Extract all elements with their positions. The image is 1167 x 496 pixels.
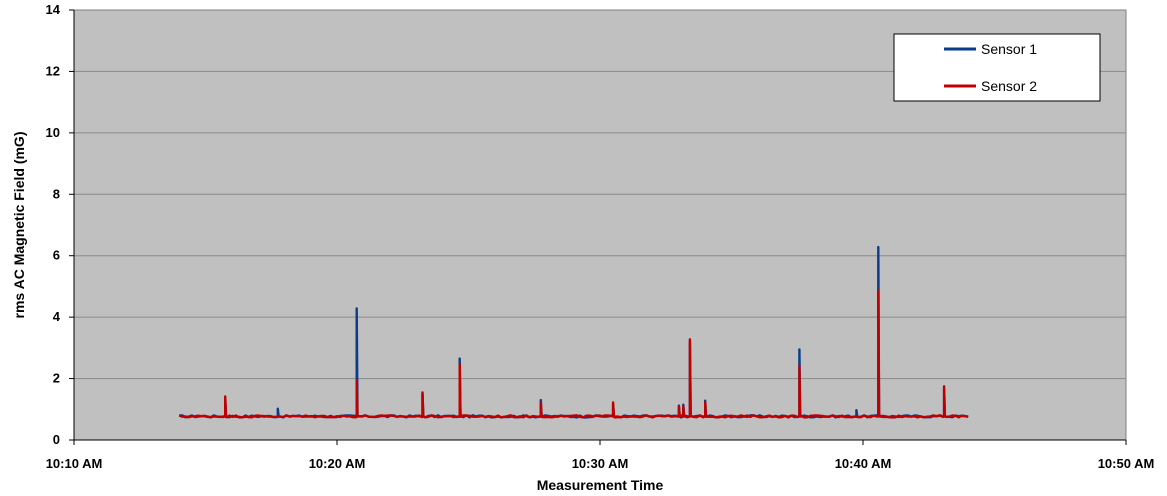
y-axis-ticks: 0 2 4 6 8 10 12 14: [46, 2, 75, 447]
y-tick-label: 10: [46, 125, 60, 140]
x-axis-ticks: 10:10 AM 10:20 AM 10:30 AM 10:40 AM 10:50 AM: [46, 439, 1155, 471]
y-tick-label: 14: [46, 2, 61, 17]
x-tick-label: 10:50 AM: [1098, 456, 1155, 471]
y-axis-title: rms AC Magnetic Field (mG): [11, 132, 27, 319]
y-tick-label: 2: [53, 371, 60, 386]
y-tick-label: 4: [53, 309, 61, 324]
y-tick-label: 8: [53, 186, 60, 201]
series-layer: [178, 245, 969, 419]
x-tick-label: 10:10 AM: [46, 456, 103, 471]
x-tick-label: 10:40 AM: [835, 456, 892, 471]
legend: Sensor 1 Sensor 2: [893, 33, 1101, 102]
y-tick-label: 12: [46, 63, 60, 78]
legend-label-sensor-1: Sensor 1: [981, 41, 1037, 57]
x-tick-label: 10:20 AM: [309, 456, 366, 471]
legend-box: [893, 33, 1101, 102]
y-tick-label: 0: [53, 432, 60, 447]
x-axis-title: Measurement Time: [537, 477, 664, 493]
legend-label-sensor-2: Sensor 2: [981, 78, 1037, 94]
series-line-sensor-2: [178, 289, 969, 419]
y-tick-label: 6: [53, 248, 60, 263]
x-tick-label: 10:30 AM: [572, 456, 629, 471]
